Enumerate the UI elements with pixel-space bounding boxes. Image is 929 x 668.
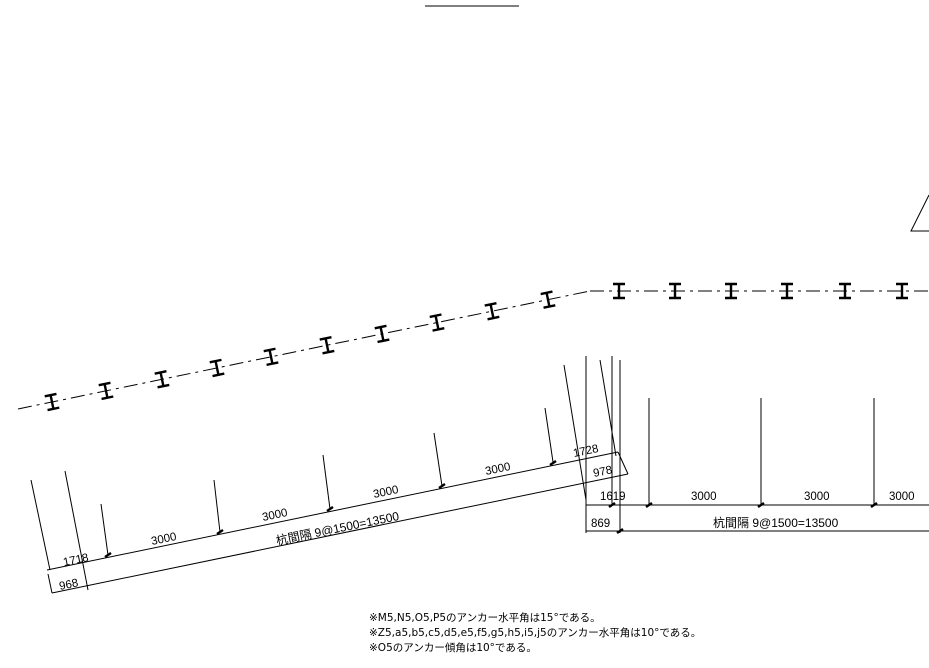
- dimension-labels-left: 1718 3000 3000 3000 3000 1728 978 968 杭間…: [58, 443, 613, 593]
- dim-right-3000-3: 3000: [889, 491, 915, 503]
- h-pile-right-4: [781, 282, 793, 300]
- dimension-labels-right: 1619 3000 3000 3000 869 杭間隔 9@1500=13500: [591, 491, 915, 530]
- dim-left-1728: 1728: [572, 443, 599, 460]
- dim-left-968: 968: [58, 577, 79, 593]
- pile-group-left: [44, 290, 556, 412]
- h-pile-left-9: [484, 301, 500, 321]
- dim-left-3000-2: 3000: [261, 507, 288, 524]
- dim-left-3000-1: 3000: [150, 531, 177, 548]
- north-marker-fragment: [910, 194, 929, 232]
- h-pile-right-5: [839, 282, 851, 300]
- dim-left-978: 978: [592, 464, 613, 480]
- h-pile-left-2: [98, 381, 114, 401]
- h-pile-left-8: [429, 313, 445, 332]
- pile-group-right: [613, 282, 908, 300]
- h-pile-right-6: [896, 282, 908, 300]
- h-pile-left-5: [263, 347, 279, 367]
- h-pile-left-4: [209, 358, 225, 378]
- h-pile-left-3: [154, 370, 170, 389]
- note-1: ※M5,N5,O5,P5のアンカー水平角は15°である。: [369, 612, 601, 624]
- pile-spacing-left: 杭間隔 9@1500=13500: [275, 508, 401, 548]
- dim-left-3000-4: 3000: [484, 461, 511, 478]
- dim-right-3000-1: 3000: [691, 491, 717, 503]
- h-pile-left-10: [540, 290, 556, 309]
- dim-right-869: 869: [591, 518, 610, 530]
- h-pile-left-7: [374, 324, 390, 344]
- anchor-lines-left: [30, 359, 617, 591]
- pile-spacing-right: 杭間隔 9@1500=13500: [713, 515, 839, 530]
- anchor-lines-right: [585, 356, 875, 533]
- notes-block: ※M5,N5,O5,P5のアンカー水平角は15°である。 ※Z5,a5,b5,c…: [369, 611, 701, 656]
- note-3: ※O5のアンカー傾角は10°である。: [369, 642, 537, 654]
- dimension-ticks: [104, 460, 878, 558]
- h-pile-right-3: [725, 282, 737, 300]
- h-pile-left-6: [319, 336, 335, 355]
- dim-right-1619: 1619: [600, 491, 626, 503]
- dimension-lines-right: [586, 504, 929, 532]
- dim-left-1718: 1718: [62, 552, 89, 569]
- pile-line-left: [17, 290, 591, 410]
- h-pile-left-1: [44, 392, 60, 412]
- h-pile-right-2: [669, 282, 681, 300]
- h-pile-right-1: [613, 282, 625, 300]
- dim-left-3000-3: 3000: [372, 484, 399, 501]
- dim-right-3000-2: 3000: [804, 491, 830, 503]
- note-2: ※Z5,a5,b5,c5,d5,e5,f5,g5,h5,i5,j5のアンカー水平…: [369, 627, 702, 639]
